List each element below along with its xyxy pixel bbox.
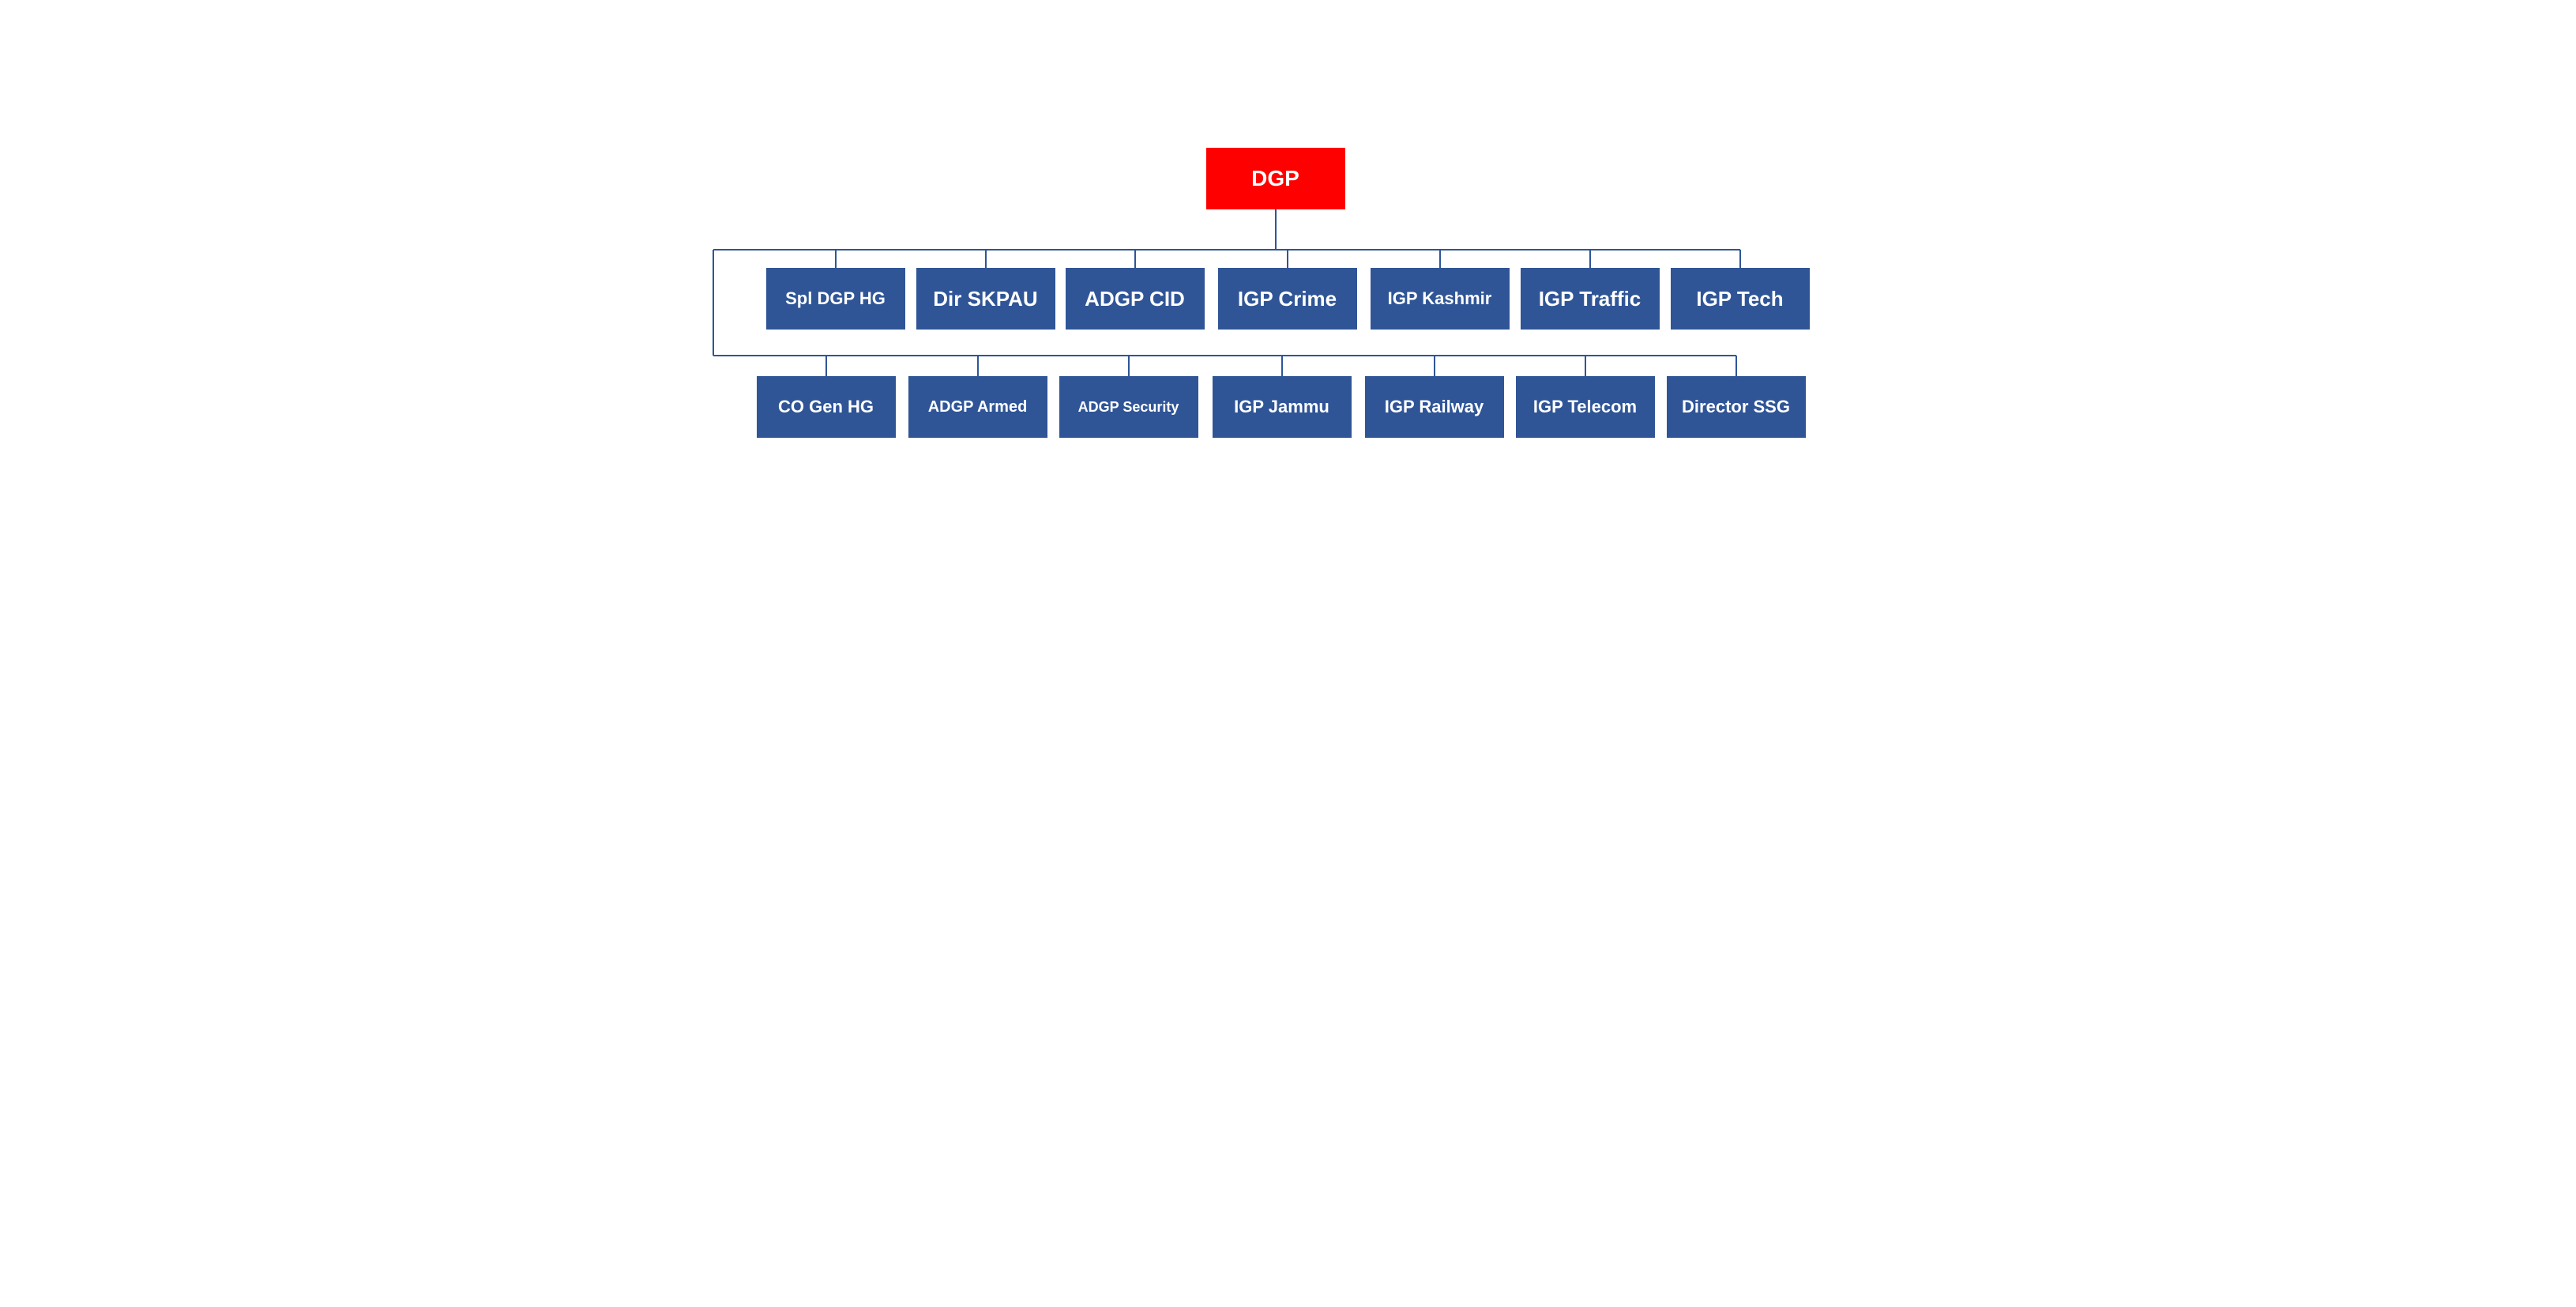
- row1-node-4: IGP Kashmir: [1371, 268, 1510, 330]
- row2-node-4: IGP Railway: [1365, 376, 1504, 438]
- row1-node-6: IGP Tech: [1671, 268, 1810, 330]
- row1-node-0: Spl DGP HG: [766, 268, 905, 330]
- row2-node-5: IGP Telecom: [1516, 376, 1655, 438]
- row2-node-1: ADGP Armed: [908, 376, 1047, 438]
- row2-node-0: CO Gen HG: [757, 376, 896, 438]
- org-chart: DGPSpl DGP HGDir SKPAUADGP CIDIGP CrimeI…: [677, 0, 1900, 621]
- row1-node-2: ADGP CID: [1066, 268, 1205, 330]
- row1-node-5: IGP Traffic: [1521, 268, 1660, 330]
- row2-node-3: IGP Jammu: [1213, 376, 1352, 438]
- row1-node-1: Dir SKPAU: [916, 268, 1055, 330]
- row2-node-6: Director SSG: [1667, 376, 1806, 438]
- row2-node-2: ADGP Security: [1059, 376, 1198, 438]
- row1-node-3: IGP Crime: [1218, 268, 1357, 330]
- root-node: DGP: [1206, 148, 1345, 209]
